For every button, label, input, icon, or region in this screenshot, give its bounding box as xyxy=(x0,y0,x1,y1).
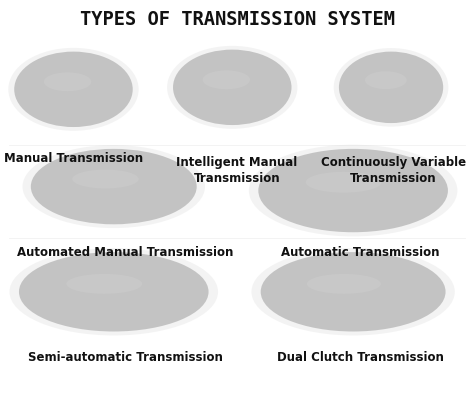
Text: Semi-automatic Transmission: Semi-automatic Transmission xyxy=(28,351,223,364)
Ellipse shape xyxy=(202,70,250,89)
Ellipse shape xyxy=(31,149,197,224)
Ellipse shape xyxy=(22,145,205,228)
Ellipse shape xyxy=(334,48,448,127)
Ellipse shape xyxy=(365,71,407,89)
Ellipse shape xyxy=(307,274,381,294)
Text: Dual Clutch Transmission: Dual Clutch Transmission xyxy=(277,351,444,364)
Ellipse shape xyxy=(258,149,448,232)
Ellipse shape xyxy=(249,145,457,237)
Ellipse shape xyxy=(66,274,142,294)
Text: TYPES OF TRANSMISSION SYSTEM: TYPES OF TRANSMISSION SYSTEM xyxy=(80,10,394,29)
Text: Automatic Transmission: Automatic Transmission xyxy=(281,246,439,259)
Ellipse shape xyxy=(9,248,218,335)
Ellipse shape xyxy=(167,46,298,129)
Ellipse shape xyxy=(44,72,91,91)
Text: Manual Transmission: Manual Transmission xyxy=(4,152,143,165)
Ellipse shape xyxy=(306,172,382,193)
Ellipse shape xyxy=(251,248,455,335)
Ellipse shape xyxy=(339,52,443,123)
Ellipse shape xyxy=(261,252,446,331)
Ellipse shape xyxy=(14,52,133,127)
Text: Intelligent Manual
Transmission: Intelligent Manual Transmission xyxy=(176,156,298,185)
Ellipse shape xyxy=(72,170,138,189)
Ellipse shape xyxy=(19,252,209,331)
Ellipse shape xyxy=(8,48,138,131)
Text: Automated Manual Transmission: Automated Manual Transmission xyxy=(18,246,234,259)
Text: Continuously Variable
Transmission: Continuously Variable Transmission xyxy=(321,156,466,185)
Ellipse shape xyxy=(173,50,292,125)
